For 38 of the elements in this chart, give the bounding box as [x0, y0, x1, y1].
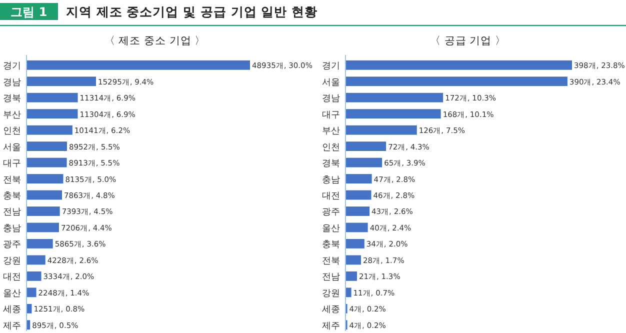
y-tick-label: 부산 — [3, 110, 21, 120]
chart-title: 〈 제조 중소 기업 〉 — [104, 35, 206, 47]
y-tick-label: 대구 — [3, 159, 21, 170]
y-tick-label: 충북 — [3, 192, 21, 202]
y-tick-label: 대전 — [3, 272, 21, 283]
y-tick-label: 세종 — [322, 305, 340, 316]
y-tick-label: 강원 — [3, 256, 21, 266]
y-tick-label: 전남 — [322, 272, 340, 283]
y-tick-label: 울산 — [3, 288, 21, 299]
y-tick-label: 전북 — [322, 256, 340, 266]
y-tick-label: 제주 — [3, 321, 21, 332]
y-tick-label: 경남 — [3, 78, 21, 88]
y-tick-label: 경남 — [322, 94, 340, 104]
y-tick-label: 서울 — [322, 78, 340, 88]
y-tick-label: 제주 — [322, 321, 340, 332]
y-tick-label: 광주 — [322, 208, 340, 218]
y-tick-label: 광주 — [3, 240, 21, 250]
y-tick-label: 인천 — [3, 126, 21, 137]
y-tick-label: 경기 — [3, 62, 21, 72]
y-tick-label: 강원 — [322, 288, 340, 299]
y-tick-label: 경북 — [3, 94, 21, 104]
y-tick-label: 세종 — [3, 305, 21, 316]
y-tick-label: 전남 — [3, 208, 21, 218]
y-tick-label: 대전 — [322, 192, 340, 202]
y-tick-label: 대구 — [322, 110, 340, 120]
text: 지역 제조 중소기업 및 공급 기업 일반 현황 — [66, 4, 318, 19]
y-tick-label: 전북 — [3, 175, 21, 186]
caption: 그림 1 — [10, 5, 48, 19]
y-tick-label: 인천 — [322, 142, 340, 153]
y-tick-label: 울산 — [322, 224, 340, 234]
y-tick-label: 부산 — [322, 126, 340, 137]
y-tick-label: 경북 — [322, 159, 340, 170]
y-tick-label: 충남 — [3, 224, 21, 234]
chart-title: 〈 공급 기업 〉 — [430, 35, 506, 47]
y-tick-label: 서울 — [3, 142, 21, 153]
y-tick-label: 충남 — [322, 175, 340, 186]
y-tick-label: 경기 — [322, 62, 340, 72]
y-tick-label: 충북 — [322, 240, 340, 250]
